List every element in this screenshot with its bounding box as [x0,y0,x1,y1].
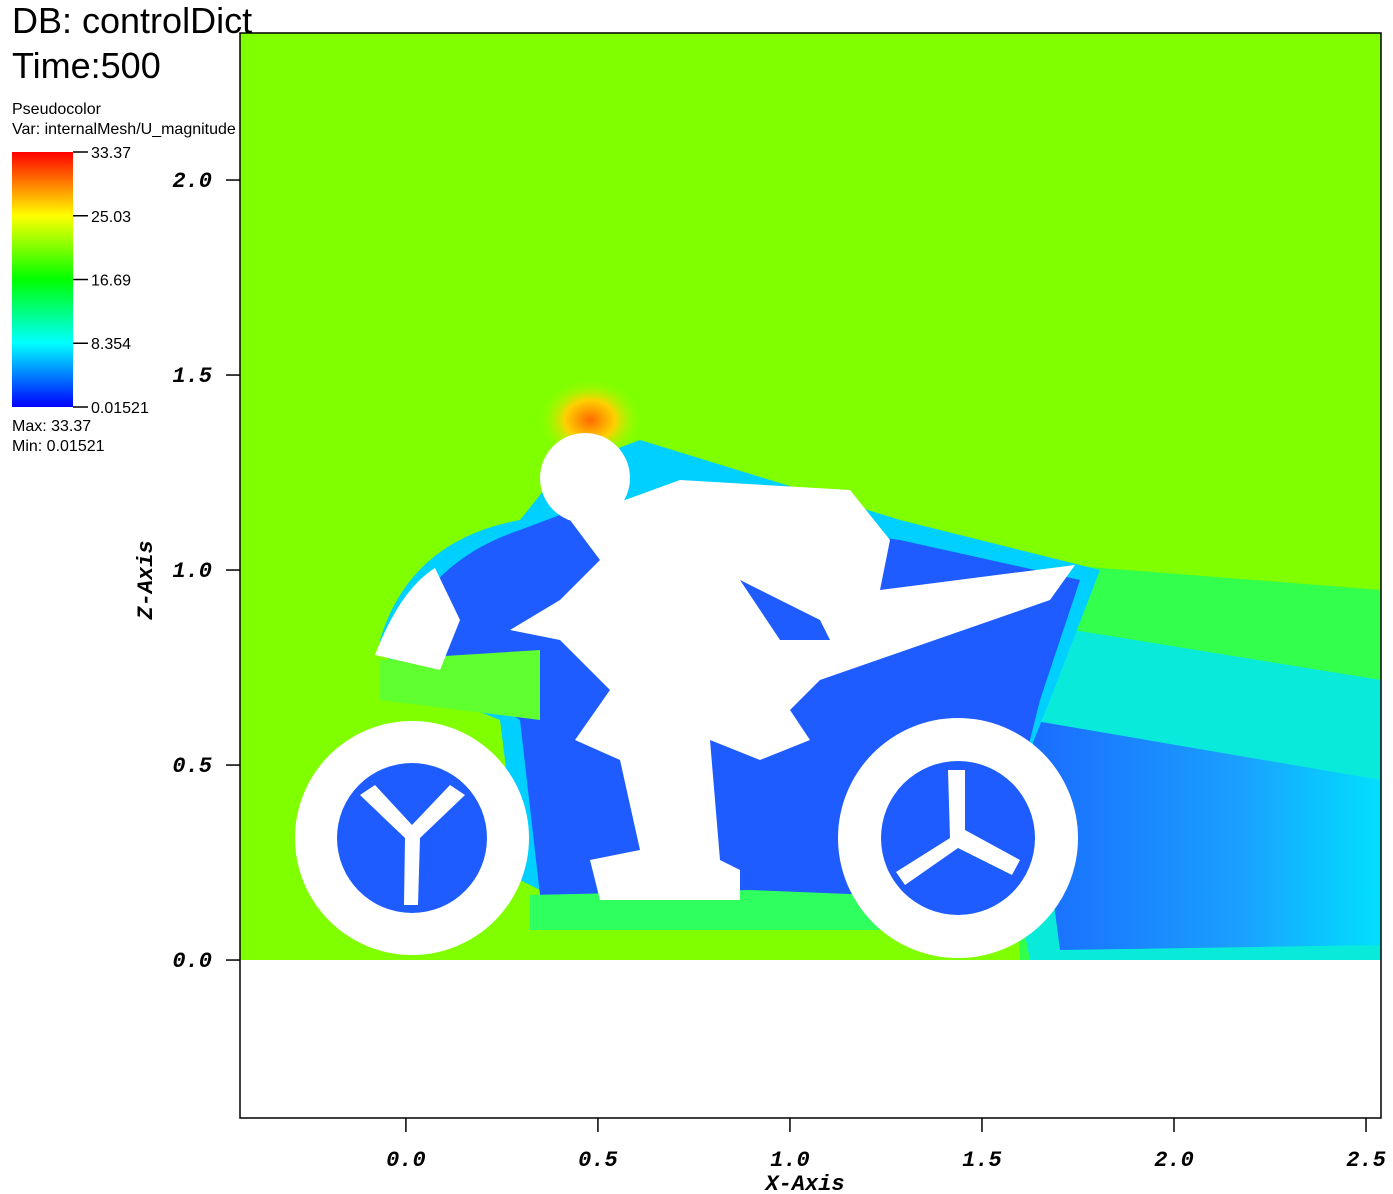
database-label: DB: controlDict [12,0,252,41]
y-axis-title: Z-Axis [134,540,159,620]
colorbar [12,152,73,407]
y-tick-label: 1.0 [172,559,212,584]
y-tick-label: 0.0 [172,949,212,974]
plot-name: Pseudocolor [12,101,102,118]
y-tick-label: 1.5 [172,364,212,389]
x-tick-label: 0.5 [578,1148,618,1173]
x-tick-label: 0.0 [386,1148,426,1173]
ground [240,960,1381,1118]
time-label: Time:500 [12,45,161,86]
y-tick-label: 2.0 [172,169,212,194]
x-axis-title: X-Axis [763,1172,844,1194]
min-label: Min: 0.01521 [12,438,105,455]
colorbar-tick-label: 16.69 [91,273,131,290]
y-tick-label: 0.5 [172,754,212,779]
x-tick-label: 1.5 [962,1148,1002,1173]
max-label: Max: 33.37 [12,418,91,435]
x-tick-label: 2.0 [1154,1148,1194,1173]
colorbar-tick-label: 8.354 [91,336,131,353]
colorbar-tick-label: 0.01521 [91,400,149,417]
variable-label: Var: internalMesh/U_magnitude [12,121,236,138]
x-tick-label: 1.0 [770,1148,810,1173]
colorbar-tick-label: 25.03 [91,209,131,226]
colorbar-tick-label: 33.37 [91,145,131,162]
chart: DB: controlDict Time:500 Pseudocolor Var… [0,0,1393,1194]
x-tick-label: 2.5 [1346,1148,1386,1173]
